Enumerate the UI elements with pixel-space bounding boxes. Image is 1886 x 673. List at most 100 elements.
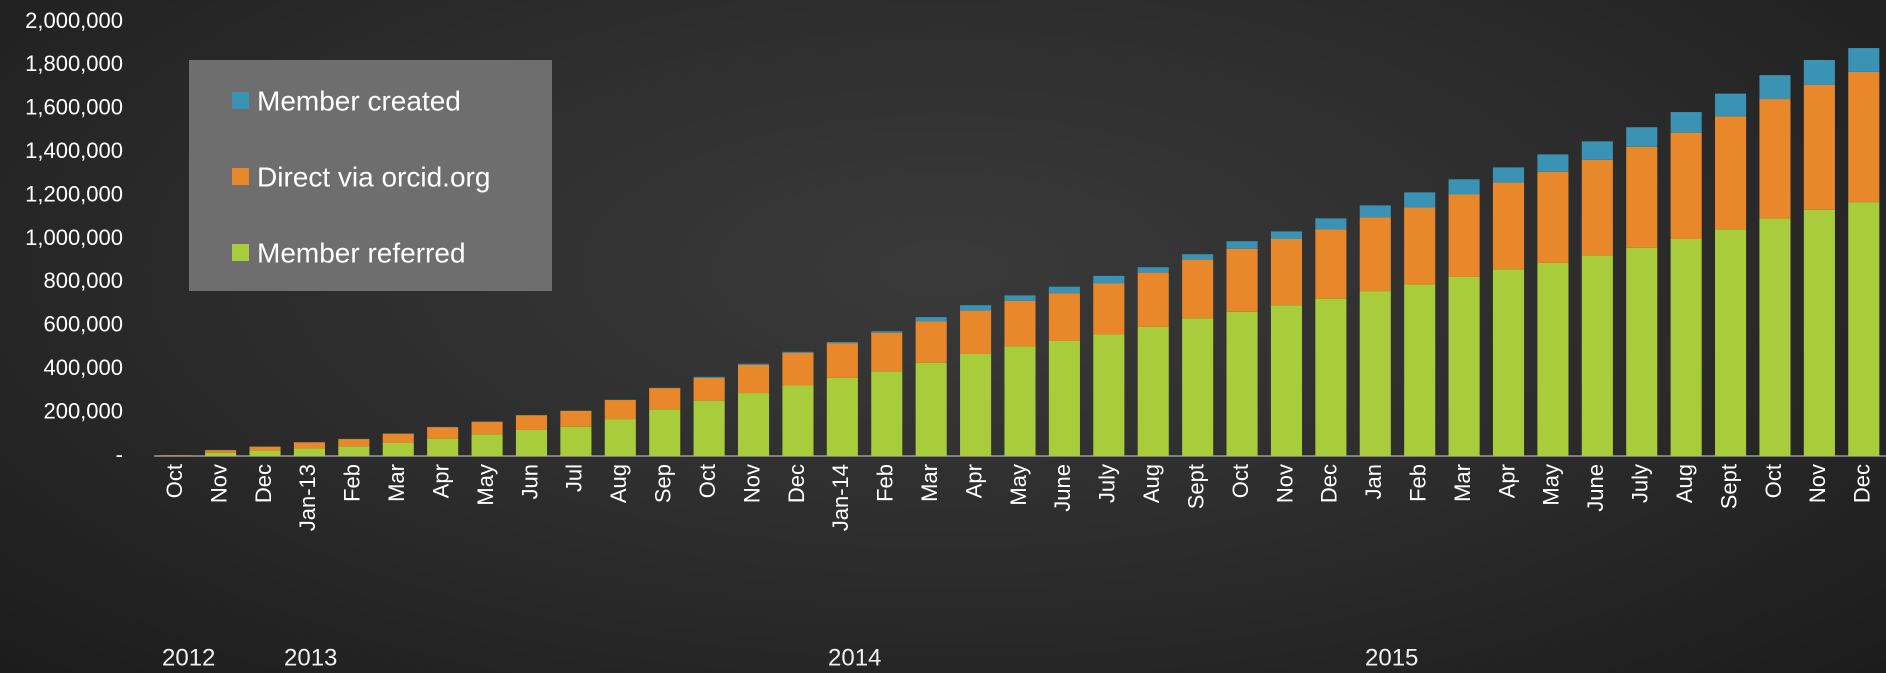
x-tick-label: May xyxy=(473,464,498,506)
bar-segment xyxy=(1715,93,1747,117)
x-tick-label: Aug xyxy=(1139,464,1164,503)
bar-segment xyxy=(1404,192,1436,208)
y-tick-label: - xyxy=(116,442,123,467)
bar-segment xyxy=(693,377,725,401)
bar-segment xyxy=(960,354,992,456)
bar-segment xyxy=(693,376,725,378)
bar-segment xyxy=(915,362,947,456)
x-tick-label: Feb xyxy=(1406,464,1431,502)
bar-segment xyxy=(205,450,237,453)
legend-swatch xyxy=(232,92,249,109)
bar-segment xyxy=(1137,326,1169,456)
bar-segment xyxy=(915,321,947,363)
bar-segment xyxy=(1848,48,1880,72)
legend-swatch xyxy=(232,244,249,261)
bar-segment xyxy=(249,450,281,456)
bar-segment xyxy=(871,332,903,372)
year-label: 2014 xyxy=(828,644,881,671)
bar-segment xyxy=(1004,346,1036,456)
bar-segment xyxy=(1270,305,1303,456)
bar-segment xyxy=(1537,154,1569,172)
bar-segment xyxy=(1315,218,1347,230)
bar-segment xyxy=(1093,334,1125,456)
bar-segment xyxy=(737,363,770,365)
bar-segment xyxy=(1226,241,1258,249)
bar-segment xyxy=(1448,276,1480,456)
y-tick-label: 1,400,000 xyxy=(25,138,123,163)
bar-segment xyxy=(1537,171,1569,263)
y-tick-label: 1,000,000 xyxy=(25,225,123,250)
bar-segment xyxy=(382,433,414,443)
legend-label: Direct via orcid.org xyxy=(257,161,490,192)
y-tick-label: 800,000 xyxy=(43,268,123,293)
x-tick-label: Feb xyxy=(873,464,898,502)
bar-segment xyxy=(1492,269,1525,456)
bar-segment xyxy=(338,446,370,456)
bar-segment xyxy=(1048,286,1080,294)
bar-segment xyxy=(1803,84,1835,210)
bar-segment xyxy=(604,400,636,420)
x-tick-label: Oct xyxy=(162,464,187,498)
bar-segment xyxy=(693,400,725,456)
bar-segment xyxy=(1848,202,1880,456)
bar-segment xyxy=(338,439,370,447)
x-tick-label: May xyxy=(1539,464,1564,506)
bar-segment xyxy=(1581,255,1613,456)
year-label: 2013 xyxy=(284,644,337,671)
bar-segment xyxy=(782,352,814,386)
y-tick-label: 400,000 xyxy=(43,355,123,380)
bar-segment xyxy=(915,317,947,322)
x-tick-label: Oct xyxy=(695,464,720,498)
legend-swatch xyxy=(232,168,249,185)
bar-segment xyxy=(1448,179,1480,195)
legend-box xyxy=(189,60,552,291)
bar-segment xyxy=(382,442,414,456)
bar-segment xyxy=(1670,132,1702,239)
year-label: 2015 xyxy=(1365,644,1418,671)
bar-segment xyxy=(515,429,548,456)
bar-segment xyxy=(1004,295,1036,301)
bar-segment xyxy=(1537,262,1569,456)
bar-segment xyxy=(737,393,770,456)
bar-segment xyxy=(1270,231,1303,239)
bar-segment xyxy=(1803,59,1835,85)
bar-segment xyxy=(1359,217,1391,292)
bar-segment xyxy=(471,421,503,435)
x-tick-label: Nov xyxy=(739,464,764,503)
x-tick-label: May xyxy=(1006,464,1031,506)
bar-segment xyxy=(649,409,681,456)
bar-segment xyxy=(1492,167,1525,183)
x-tick-label: Jan-13 xyxy=(295,464,320,531)
bar-segment xyxy=(782,351,814,353)
bar-segment xyxy=(1759,99,1791,219)
x-tick-label: Dec xyxy=(784,464,809,503)
x-tick-label: Aug xyxy=(1672,464,1697,503)
x-tick-label: Nov xyxy=(1272,464,1297,503)
bar-segment xyxy=(1759,75,1791,100)
x-tick-label: Jan xyxy=(1361,464,1386,499)
bar-segment xyxy=(1803,209,1835,456)
legend-label: Member created xyxy=(257,85,461,116)
y-tick-label: 600,000 xyxy=(43,312,123,337)
bar-segment xyxy=(205,452,237,456)
x-tick-label: Oct xyxy=(1228,464,1253,498)
y-tick-label: 1,200,000 xyxy=(25,181,123,206)
x-tick-label: Jul xyxy=(562,464,587,492)
bar-segment xyxy=(826,342,858,344)
x-tick-label: Feb xyxy=(340,464,365,502)
bar-segment xyxy=(1492,182,1525,270)
x-tick-label: Sep xyxy=(651,464,676,503)
x-tick-label: June xyxy=(1583,464,1608,512)
x-tick-label: Jan-14 xyxy=(828,464,853,531)
bar-segment xyxy=(1581,141,1613,160)
x-tick-label: Apr xyxy=(1494,464,1519,498)
bar-segment xyxy=(1670,112,1702,133)
x-tick-label: Aug xyxy=(606,464,631,503)
bar-segment xyxy=(1848,71,1880,203)
year-label: 2012 xyxy=(162,644,215,671)
x-tick-label: Mar xyxy=(384,464,409,502)
x-tick-label: Apr xyxy=(961,464,986,498)
bar-segment xyxy=(1715,229,1747,456)
x-tick-label: Sept xyxy=(1716,464,1741,509)
